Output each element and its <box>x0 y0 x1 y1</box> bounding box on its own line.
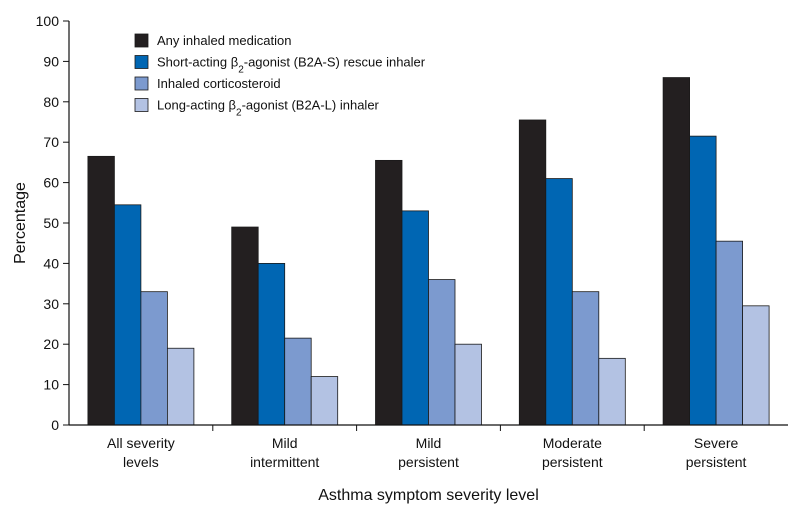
y-tick-label: 90 <box>43 53 59 69</box>
bar-3-series-2 <box>401 210 429 426</box>
x-tick-label: Moderate persistent <box>542 435 603 470</box>
legend-swatch-3 <box>134 76 149 91</box>
bar-1-series-3 <box>140 291 168 426</box>
x-axis-title: Asthma symptom severity level <box>318 487 539 504</box>
legend-swatch-1 <box>134 33 149 48</box>
bar-4-series-4 <box>598 357 626 426</box>
bar-4-series-1 <box>518 119 547 426</box>
bar-1-series-1 <box>87 155 115 426</box>
y-tick-label: 80 <box>43 94 59 110</box>
bar-5-series-3 <box>715 240 743 426</box>
bar-2-series-1 <box>231 226 259 426</box>
legend-label-2: Short-acting β2-agonist (B2A-S) rescue i… <box>157 55 426 76</box>
bar-3-series-3 <box>428 279 456 426</box>
y-axis-title: Percentage <box>12 182 29 264</box>
y-tick-label: 70 <box>43 134 59 150</box>
y-tick-label: 40 <box>43 255 59 271</box>
bars-layer <box>87 77 770 426</box>
x-tick-label: Severe persistent <box>686 435 747 470</box>
x-tick-label: Mild intermittent <box>250 435 319 470</box>
legend-label-3: Inhaled corticosteroid <box>157 76 281 91</box>
bar-4-series-2 <box>545 178 573 426</box>
bar-4-series-3 <box>571 291 600 426</box>
y-tick-label: 30 <box>43 296 59 312</box>
y-tick-label: 20 <box>43 336 59 352</box>
axes-layer: All severity levels Mild intermittent Mild pe… <box>36 13 788 470</box>
bar-3-series-4 <box>454 343 482 426</box>
bar-5-series-2 <box>689 135 717 426</box>
bar-1-series-4 <box>166 347 195 426</box>
x-tick-label: All severity levels <box>107 435 175 470</box>
legend: Any inhaled medication Short-acting β2-ag… <box>134 33 426 119</box>
y-tick-label: 100 <box>36 13 60 29</box>
legend-swatch-2 <box>134 55 149 69</box>
y-tick-label: 60 <box>43 175 59 191</box>
bar-2-series-2 <box>257 262 286 426</box>
bar-1-series-2 <box>114 204 142 426</box>
bar-3-series-1 <box>375 159 403 426</box>
legend-label-1: Any inhaled medication <box>157 33 291 48</box>
bar-2-series-3 <box>284 337 312 426</box>
bar-2-series-4 <box>310 376 339 426</box>
y-tick-label: 0 <box>51 417 59 433</box>
x-tick-label: Mild persistent <box>398 435 459 470</box>
y-tick-label: 50 <box>43 215 59 231</box>
legend-label-4: Long-acting β2-agonist (B2A-L) inhaler <box>157 98 380 119</box>
bar-5-series-1 <box>662 77 690 426</box>
y-tick-label: 10 <box>43 377 59 393</box>
bar-5-series-4 <box>742 305 770 426</box>
legend-swatch-4 <box>134 98 149 112</box>
